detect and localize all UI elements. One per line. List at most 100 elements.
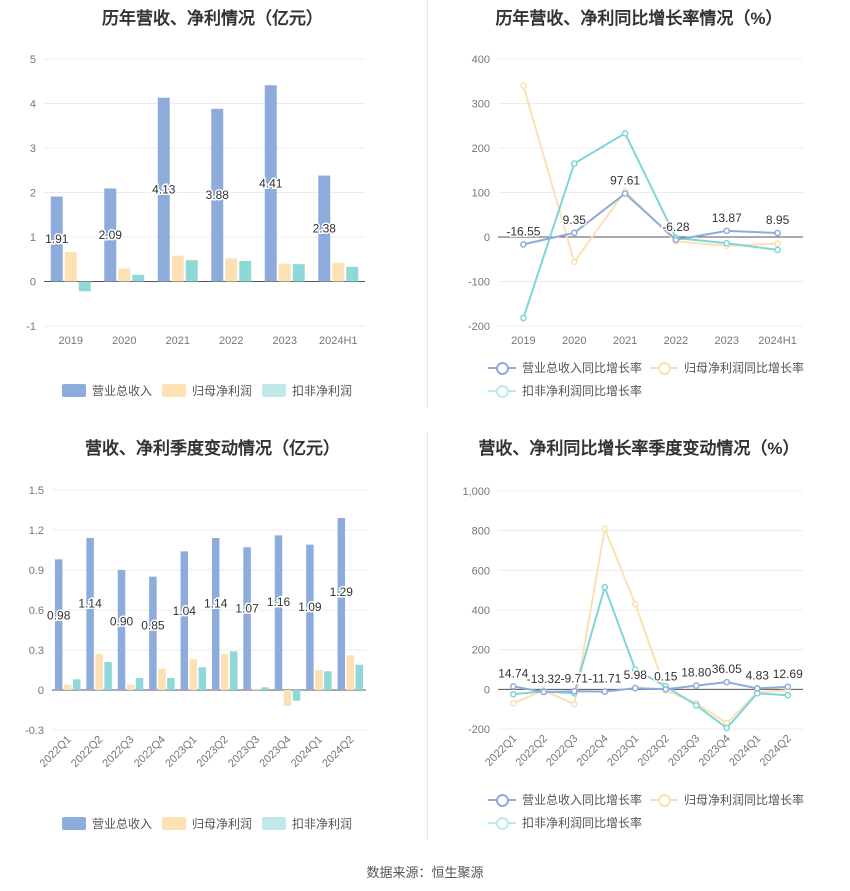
y-tick-label: 0: [30, 277, 36, 289]
legend-swatch: [262, 817, 286, 830]
data-point-deducted: [723, 724, 731, 732]
legend-item-deducted[interactable]: 扣非净利润: [262, 815, 352, 832]
legend-swatch: [650, 793, 678, 807]
bar-deducted: [185, 260, 198, 282]
data-label: 36.05: [712, 662, 742, 676]
legend-item-revenue[interactable]: 营业总收入: [62, 382, 152, 399]
bar-revenue: [211, 108, 224, 282]
y-tick-label: -200: [468, 321, 490, 333]
data-label: 0.90: [110, 615, 134, 629]
bar-revenue: [337, 518, 346, 690]
data-label: -11.71: [588, 672, 621, 686]
x-tick-label: 2022Q4: [132, 734, 168, 770]
data-point-revenue: [509, 683, 517, 690]
x-tick-label: 2020: [562, 335, 586, 347]
data-label: 4.13: [152, 183, 176, 197]
bar-deducted: [167, 678, 175, 690]
y-tick-label: -1: [26, 321, 36, 333]
divider-top: [427, 0, 428, 408]
legend-item-revenue-growth[interactable]: 营业总收入同比增长率: [488, 791, 642, 808]
bar-deducted: [198, 667, 207, 690]
data-point-netprofit: [631, 600, 639, 608]
bar-revenue: [86, 538, 94, 690]
x-tick-label: 2024H1: [758, 335, 797, 347]
bar-netprofit: [158, 668, 166, 690]
data-point-deducted: [774, 246, 781, 254]
legend-item-deducted[interactable]: 扣非净利润: [262, 382, 352, 399]
legend-swatch: [488, 361, 516, 375]
data-point-revenue: [753, 685, 761, 692]
legend-item-netprofit[interactable]: 归母净利润: [162, 382, 252, 399]
y-tick-label: 3: [30, 143, 36, 155]
data-point-revenue: [723, 227, 731, 235]
bar-revenue: [306, 544, 314, 690]
bar-netprofit: [283, 690, 292, 706]
x-tick-label: 2022: [664, 335, 688, 347]
series-line-deducted: [522, 131, 778, 319]
bar-revenue: [149, 576, 157, 690]
data-label: 97.61: [610, 174, 640, 188]
legend-item-revenue[interactable]: 营业总收入: [62, 815, 152, 832]
bar-netprofit: [118, 268, 131, 282]
data-point-revenue: [570, 687, 578, 695]
y-tick-label: 0.9: [29, 565, 44, 577]
bar-netprofit: [63, 684, 72, 690]
legend-item-netprofit-growth[interactable]: 归母净利润同比增长率: [650, 359, 804, 376]
chart-title-quarter-growth: 营收、净利同比增长率季度变动情况（%）: [478, 439, 800, 458]
data-label: -6.28: [662, 220, 690, 234]
data-label: 0.98: [47, 609, 71, 623]
bar-revenue: [274, 535, 283, 690]
data-label: 1.14: [204, 596, 228, 610]
x-tick-label: 2019: [511, 335, 535, 347]
series-line-revenue: [523, 192, 778, 246]
x-tick-label: 2022Q3: [544, 733, 580, 769]
legend-item-netprofit[interactable]: 归母净利润: [162, 815, 252, 832]
y-tick-label: 200: [472, 645, 490, 657]
y-tick-label: 0.3: [29, 645, 44, 657]
legend-annual-growth: 营业总收入同比增长率 归母净利润同比增长率 扣非净利润同比增长率: [428, 359, 850, 401]
x-tick-label: 2024Q2: [320, 734, 356, 770]
legend-annual-amount: 营业总收入 归母净利润 扣非净利润: [0, 382, 425, 402]
data-label: -9.71: [561, 671, 589, 685]
data-point-deducted: [692, 701, 700, 709]
data-point-netprofit: [774, 240, 781, 248]
data-label: -13.32: [527, 672, 561, 686]
y-tick-label: 800: [472, 526, 490, 538]
y-tick-label: 0: [484, 684, 490, 696]
legend-swatch: [262, 384, 286, 397]
data-point-deducted: [621, 129, 629, 137]
data-point-revenue: [672, 236, 680, 244]
data-label: 4.83: [746, 668, 770, 682]
data-label: 1.04: [173, 604, 197, 618]
legend-label: 营业总收入: [92, 817, 153, 831]
bar-revenue: [104, 188, 117, 282]
x-tick-label: 2022Q4: [575, 733, 611, 769]
legend-item-deducted-growth[interactable]: 扣非净利润同比增长率: [488, 382, 642, 399]
bar-deducted: [346, 266, 359, 282]
y-tick-label: 1,000: [462, 486, 490, 498]
bar-deducted: [324, 671, 332, 690]
x-tick-label: 2024Q1: [727, 733, 763, 769]
legend-item-deducted-growth[interactable]: 扣非净利润同比增长率: [488, 814, 642, 831]
legend-label: 归母净利润: [192, 817, 253, 831]
bar-deducted: [132, 274, 145, 282]
bar-revenue: [157, 97, 170, 282]
data-point-netprofit: [570, 258, 578, 266]
y-tick-label: -100: [468, 277, 490, 289]
chart-title-annual-growth: 历年营收、净利同比增长率情况（%）: [495, 9, 783, 28]
bar-netprofit: [171, 255, 184, 282]
series-line-netprofit: [512, 525, 788, 725]
data-point-deducted: [601, 583, 609, 591]
data-point-deducted: [520, 314, 527, 322]
legend-swatch: [650, 361, 678, 375]
legend-swatch: [488, 793, 516, 807]
legend-quarter-amount: 营业总收入 归母净利润 扣非净利润: [0, 815, 425, 835]
x-tick-label: 2023Q4: [697, 733, 733, 769]
legend-item-revenue-growth[interactable]: 营业总收入同比增长率: [488, 359, 642, 376]
x-tick-label: 2019: [59, 335, 83, 347]
y-tick-label: 0: [484, 232, 490, 244]
data-source-note: 数据来源：恒生聚源: [366, 865, 484, 880]
y-tick-label: 2: [30, 188, 36, 200]
legend-item-netprofit-growth[interactable]: 归母净利润同比增长率: [650, 791, 804, 808]
y-tick-label: 0: [38, 685, 44, 697]
